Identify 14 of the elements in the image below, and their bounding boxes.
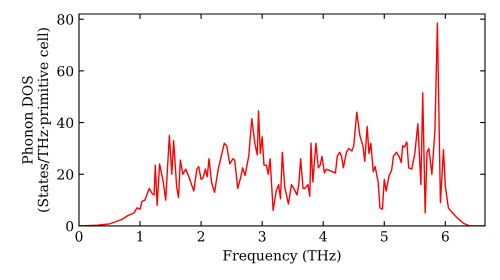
x-tick-label: 5 <box>381 231 388 242</box>
x-tick-label: 0 <box>75 231 82 242</box>
y-tick-label: 80 <box>57 14 74 25</box>
x-tick-label: 3 <box>258 231 266 242</box>
y-tick-label: 60 <box>57 66 74 76</box>
y-axis-title: Phonon DOS (States/THz·primitive cell) <box>22 28 51 212</box>
y-tick-label: 40 <box>56 118 74 128</box>
x-tick-label: 1 <box>137 231 142 242</box>
x-tick-label: 6 <box>442 231 449 242</box>
y-tick-label: 20 <box>57 169 74 180</box>
y-tick-label: 0 <box>66 220 74 232</box>
x-axis-title: Frequency (THz) <box>223 250 340 264</box>
x-tick-label: 4 <box>319 231 327 242</box>
x-tick-label: 2 <box>198 231 204 242</box>
